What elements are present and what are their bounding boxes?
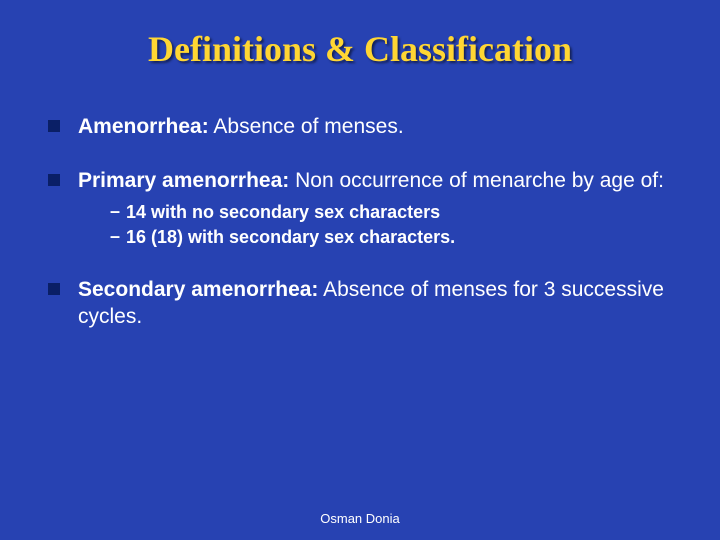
term: Secondary amenorrhea: (78, 278, 318, 301)
slide-footer: Osman Donia (0, 511, 720, 526)
bullet-text: Amenorrhea: Absence of menses. (78, 114, 680, 140)
bullet-item: Secondary amenorrhea: Absence of menses … (48, 277, 680, 330)
dash-icon: – (110, 201, 120, 222)
dash-icon: – (110, 226, 120, 247)
slide-title: Definitions & Classification (40, 28, 680, 70)
bullet-text: Primary amenorrhea: Non occurrence of me… (78, 168, 680, 194)
definition: Absence of menses. (209, 115, 404, 138)
slide: Definitions & Classification Amenorrhea:… (0, 0, 720, 540)
definition: Non occurrence of menarche by age of: (289, 169, 664, 192)
sub-text: 16 (18) with secondary sex characters. (126, 226, 680, 249)
bullet-item: Amenorrhea: Absence of menses. (48, 114, 680, 140)
term: Amenorrhea: (78, 115, 209, 138)
bullet-text: Secondary amenorrhea: Absence of menses … (78, 277, 680, 330)
square-bullet-icon (48, 283, 60, 295)
bullet-item: Primary amenorrhea: Non occurrence of me… (48, 168, 680, 194)
sub-text: 14 with no secondary sex characters (126, 201, 680, 224)
term: Primary amenorrhea: (78, 169, 289, 192)
sub-list: – 14 with no secondary sex characters – … (110, 201, 680, 250)
sub-item: – 14 with no secondary sex characters (110, 201, 680, 224)
square-bullet-icon (48, 120, 60, 132)
sub-item: – 16 (18) with secondary sex characters. (110, 226, 680, 249)
square-bullet-icon (48, 174, 60, 186)
slide-content: Amenorrhea: Absence of menses. Primary a… (40, 114, 680, 330)
